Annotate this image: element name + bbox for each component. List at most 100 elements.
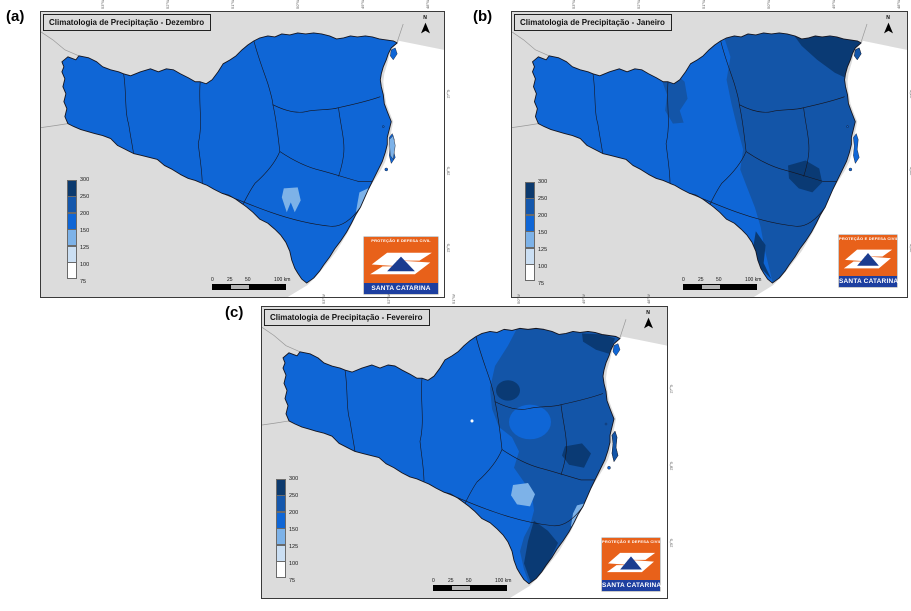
latitude-tick-label: 28°S — [668, 461, 674, 471]
defesa-civil-logo: PROTEÇÃO E DEFESA CIVIL SANTA CATARINA — [602, 538, 662, 591]
north-arrow-icon — [643, 317, 653, 329]
scale-bar-segment — [702, 285, 720, 289]
longitude-tick-label: 50°W — [295, 0, 300, 9]
legend-color-segment — [525, 247, 535, 265]
latitude-tick-label: 29°S — [445, 243, 451, 253]
legend-tick-label: 200 — [538, 213, 548, 219]
precip-zones-janeiro — [661, 32, 862, 284]
legend-color-segment — [276, 544, 286, 562]
legend-colorbar — [525, 181, 535, 281]
precipitation-legend: 300 250 200 150 125 100 75 — [276, 476, 318, 589]
map-panel-fevereiro: Climatologia de Precipitação - Fevereiro… — [261, 294, 674, 599]
scale-bar-segment — [231, 285, 249, 289]
longitude-tick-label: 50°W — [516, 294, 521, 304]
legend-colorbar — [276, 478, 286, 578]
scale-bar-label: 25 — [227, 277, 233, 283]
longitude-tick-label: 49°W — [581, 294, 586, 304]
legend-color-segment — [276, 528, 286, 545]
logo-top-banner: PROTEÇÃO E DEFESA CIVIL — [364, 237, 438, 244]
scale-bar-segment — [434, 586, 452, 590]
legend-tick-label: 125 — [80, 245, 90, 251]
scale-bar: 0 25 50 100 km — [211, 277, 304, 291]
map-title: Climatologia de Precipitação - Dezembro — [43, 14, 212, 31]
legend-color-segment — [67, 179, 77, 197]
scale-bar-segment — [213, 285, 231, 289]
legend-tick-label: 150 — [538, 230, 548, 236]
precipitation-legend: 300 250 200 150 125 100 75 — [525, 179, 567, 292]
precip-zone-darkest — [792, 33, 861, 78]
scale-bar-rule — [683, 284, 757, 290]
legend-color-segment — [525, 214, 535, 232]
latitude-tick-label: 27°S — [668, 384, 674, 394]
latitude-tick-label: 29°S — [668, 538, 674, 548]
logo-bottom-banner: SANTA CATARINA — [839, 276, 899, 287]
legend-tick-label: 200 — [80, 211, 90, 217]
precip-zone-darkest — [496, 380, 520, 401]
longitude-tick-label: 50°W — [766, 0, 771, 9]
map-canvas — [512, 23, 907, 297]
defesa-civil-logo: PROTEÇÃO E DEFESA CIVIL SANTA CATARINA — [364, 237, 438, 294]
scale-bar: 0 25 50 100 km — [432, 578, 525, 592]
precipitation-legend: 300 250 200 150 125 100 75 — [67, 177, 109, 290]
map-panel-dezembro: Climatologia de Precipitação - Dezembro … — [40, 0, 451, 298]
legend-color-segment — [67, 262, 77, 279]
scale-bar-segment — [452, 586, 470, 590]
legend-tick-label: 250 — [289, 493, 299, 499]
panel-label-c: (c) — [225, 304, 244, 321]
legend-tick-label: 75 — [289, 578, 296, 584]
scale-bar-label: 25 — [448, 578, 454, 584]
legend-color-segment — [525, 181, 535, 199]
longitude-tick-label: 49°W — [360, 0, 365, 9]
scale-bar: 0 25 50 100 km — [682, 277, 775, 291]
scale-bar-segment — [249, 285, 285, 289]
scale-bar-segment — [720, 285, 756, 289]
map-title: Climatologia de Precipitação - Fevereiro — [264, 309, 430, 326]
longitude-tick-label: 48°W — [425, 0, 430, 9]
logo-top-banner: PROTEÇÃO E DEFESA CIVIL — [839, 235, 897, 242]
scale-bar-segment — [470, 586, 506, 590]
island-precip-dark — [854, 47, 862, 61]
logo-emblem-icon — [370, 252, 432, 275]
legend-tick-label: 100 — [289, 561, 299, 567]
longitude-tick-label: 52°W — [386, 294, 391, 304]
scale-bar-label: 50 — [466, 578, 472, 584]
precip-zone-darkest — [582, 333, 615, 354]
legend-tick-label: 150 — [289, 527, 299, 533]
north-label: N — [886, 15, 890, 21]
scale-bar-label: 50 — [716, 277, 722, 283]
legend-color-segment — [276, 478, 286, 496]
logo-bottom-banner: SANTA CATARINA — [602, 580, 662, 591]
legend-color-segment — [525, 198, 535, 215]
scale-bar-label: 0 — [432, 578, 435, 584]
north-arrow: N — [883, 16, 893, 39]
scale-bar-rule — [433, 585, 507, 591]
latitude-tick-label: 28°S — [445, 166, 451, 176]
scale-bar-label: 100 km — [495, 578, 512, 584]
precip-zone-main-pocket — [509, 404, 551, 440]
legend-tick-label: 75 — [80, 279, 87, 285]
scale-bar-segment — [684, 285, 702, 289]
legend-tick-label: 125 — [289, 544, 299, 550]
scale-bar-label: 25 — [698, 277, 704, 283]
legend-tick-label: 150 — [80, 228, 90, 234]
logo-emblem — [364, 244, 438, 283]
scale-bar-label: 50 — [245, 277, 251, 283]
longitude-tick-label: 51°W — [451, 294, 456, 304]
island-precip-dark — [611, 430, 619, 463]
longitude-tick-label: 48°W — [896, 0, 901, 9]
north-arrow-icon — [883, 22, 893, 34]
precip-zone-darkest — [562, 443, 591, 468]
north-label: N — [423, 15, 427, 21]
longitude-tick-label: 52°W — [165, 0, 170, 9]
legend-tick-label: 250 — [80, 194, 90, 200]
legend-tick-label: 250 — [538, 196, 548, 202]
longitude-tick-label: 51°W — [230, 0, 235, 9]
scale-bar-label: 100 km — [274, 277, 291, 283]
longitude-tick-label: 53°W — [321, 294, 326, 304]
logo-emblem-icon — [606, 552, 656, 573]
legend-color-segment — [67, 229, 77, 246]
legend-tick-label: 300 — [538, 179, 548, 185]
scale-bar-rule — [212, 284, 286, 290]
island-precip-light — [389, 135, 396, 160]
defesa-civil-logo: PROTEÇÃO E DEFESA CIVIL SANTA CATARINA — [839, 235, 899, 287]
